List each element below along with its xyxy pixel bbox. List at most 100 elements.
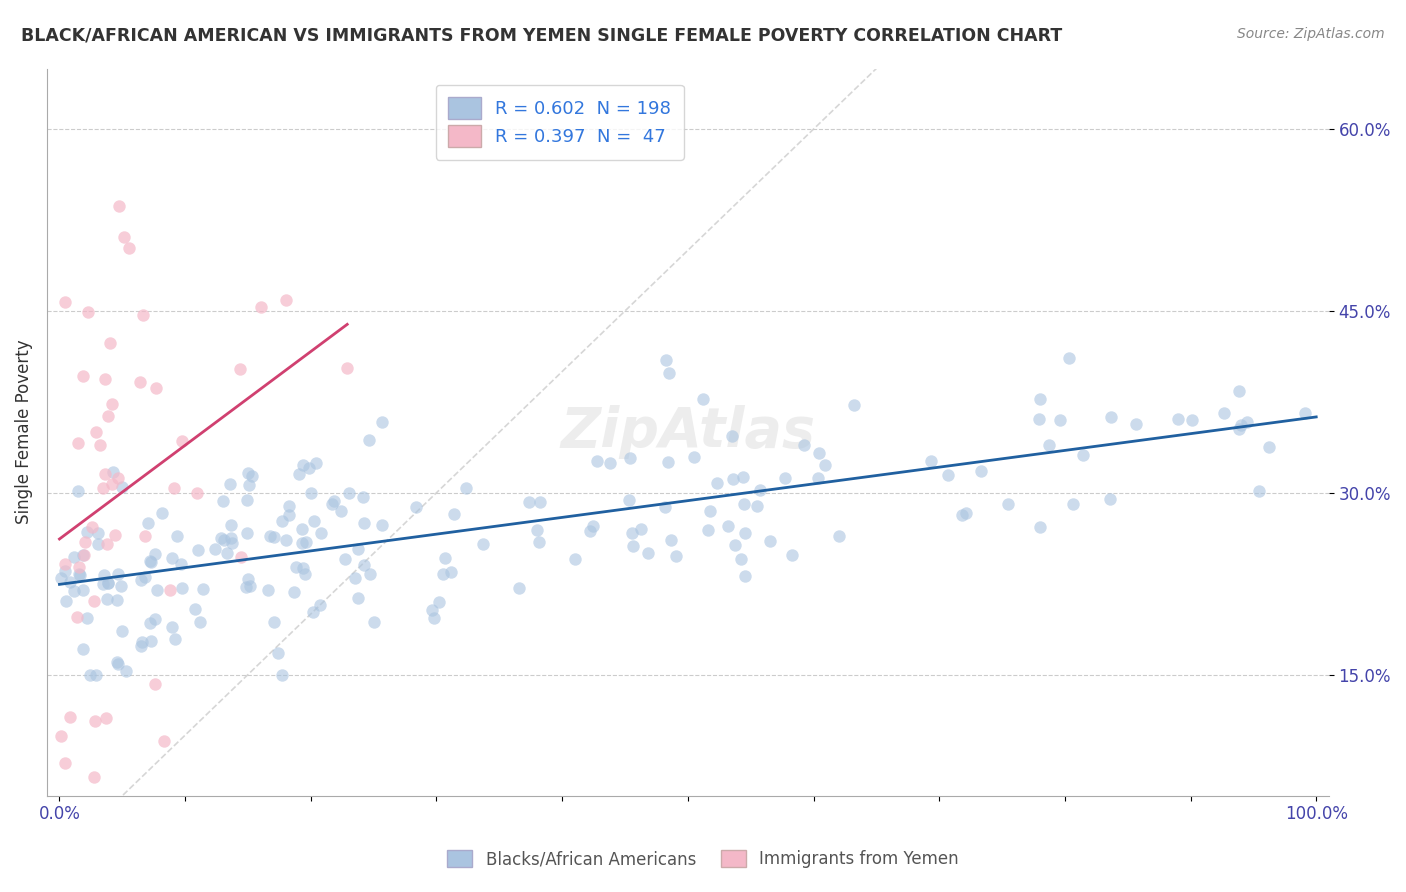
Point — [263, 615, 285, 629]
Point — [970, 464, 993, 478]
Point — [93, 568, 115, 582]
Point — [101, 477, 124, 491]
Point — [526, 523, 548, 537]
Point — [734, 526, 756, 541]
Point — [159, 583, 181, 598]
Point — [131, 634, 153, 648]
Point — [94, 371, 117, 385]
Point — [321, 497, 343, 511]
Point — [519, 495, 541, 509]
Point — [239, 579, 262, 593]
Point — [682, 450, 704, 465]
Point — [163, 632, 186, 646]
Point — [1167, 411, 1189, 425]
Point — [166, 529, 188, 543]
Point — [780, 549, 803, 563]
Point — [346, 591, 368, 605]
Point — [471, 537, 494, 551]
Point — [143, 612, 166, 626]
Point — [692, 392, 714, 407]
Point — [72, 368, 94, 383]
Point — [229, 362, 252, 376]
Point — [150, 506, 173, 520]
Point — [1071, 448, 1094, 462]
Point — [143, 677, 166, 691]
Point — [1057, 351, 1080, 365]
Point — [283, 585, 305, 599]
Point — [697, 523, 720, 537]
Point — [621, 539, 644, 553]
Point — [240, 469, 263, 483]
Point — [79, 667, 101, 681]
Point — [66, 435, 89, 450]
Point — [343, 571, 366, 585]
Point — [329, 504, 352, 518]
Point — [53, 564, 76, 578]
Point — [936, 468, 959, 483]
Point — [191, 582, 214, 596]
Point — [724, 538, 747, 552]
Point — [617, 492, 640, 507]
Point — [337, 485, 360, 500]
Text: BLACK/AFRICAN AMERICAN VS IMMIGRANTS FROM YEMEN SINGLE FEMALE POVERTY CORRELATIO: BLACK/AFRICAN AMERICAN VS IMMIGRANTS FRO… — [21, 27, 1063, 45]
Point — [66, 483, 89, 498]
Point — [578, 524, 600, 538]
Point — [1098, 492, 1121, 507]
Point — [97, 576, 120, 591]
Point — [83, 594, 105, 608]
Point — [295, 534, 318, 549]
Point — [170, 581, 193, 595]
Point — [658, 366, 681, 380]
Point — [91, 576, 114, 591]
Point — [333, 552, 356, 566]
Point — [63, 583, 86, 598]
Point — [721, 429, 744, 443]
Point — [186, 485, 208, 500]
Point — [655, 353, 678, 368]
Text: Source: ZipAtlas.com: Source: ZipAtlas.com — [1237, 27, 1385, 41]
Point — [432, 566, 454, 581]
Point — [347, 541, 370, 556]
Point — [734, 569, 756, 583]
Point — [278, 508, 301, 522]
Point — [292, 458, 315, 473]
Point — [529, 535, 551, 549]
Point — [219, 477, 242, 491]
Point — [773, 471, 796, 485]
Point — [955, 506, 977, 520]
Point — [814, 458, 837, 473]
Point — [236, 525, 259, 540]
Point — [55, 295, 77, 310]
Text: ZipAtlas: ZipAtlas — [561, 405, 815, 459]
Point — [699, 504, 721, 518]
Point — [256, 583, 278, 598]
Point — [51, 571, 73, 585]
Point — [721, 472, 744, 486]
Point — [665, 549, 688, 564]
Point — [637, 545, 659, 559]
Point — [370, 415, 392, 429]
Point — [1230, 418, 1253, 433]
Point — [1028, 520, 1050, 534]
Point — [235, 580, 257, 594]
Point — [745, 499, 768, 513]
Point — [259, 529, 281, 543]
Point — [84, 425, 107, 439]
Point — [353, 558, 375, 573]
Point — [67, 567, 90, 582]
Point — [352, 490, 374, 504]
Point — [66, 609, 89, 624]
Point — [759, 534, 782, 549]
Point — [508, 581, 530, 595]
Point — [440, 565, 463, 579]
Point — [53, 756, 76, 770]
Point — [170, 557, 193, 571]
Point — [322, 494, 344, 508]
Point — [73, 548, 96, 562]
Point — [87, 537, 110, 551]
Point — [53, 557, 76, 571]
Point — [1227, 384, 1250, 399]
Point — [238, 572, 260, 586]
Point — [1181, 413, 1204, 427]
Point — [69, 568, 91, 582]
